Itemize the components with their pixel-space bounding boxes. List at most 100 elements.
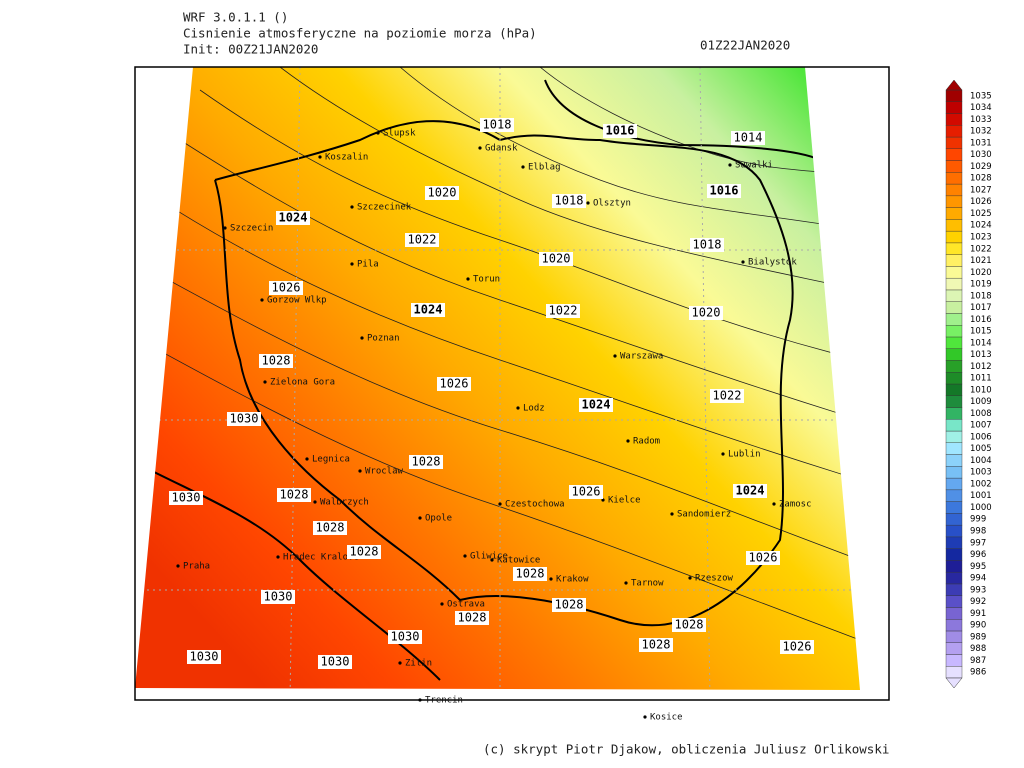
isobar-label-box: [746, 551, 780, 565]
city-label: Radom: [633, 437, 660, 447]
colorbar-label: 989: [970, 632, 986, 642]
colorbar-swatch: [945, 230, 963, 244]
colorbar-swatch: [945, 442, 963, 455]
colorbar-label: 1033: [970, 115, 992, 125]
isobar-label: 1026: [783, 640, 812, 654]
isobar-label: 1028: [675, 618, 704, 632]
city-marker: [624, 581, 628, 585]
colorbar-swatch: [945, 183, 963, 197]
isobar-label: 1030: [391, 630, 420, 644]
city-marker: [490, 558, 494, 562]
isobar-label-box: [539, 252, 573, 266]
city-label: Gliwice: [470, 552, 508, 562]
colorbar-swatch: [945, 630, 963, 643]
city-marker: [440, 602, 444, 606]
isobar-label-box: [425, 186, 459, 200]
city-label: Gdansk: [485, 144, 518, 154]
isobar-label-box: [480, 118, 514, 132]
colorbar-swatch: [945, 407, 963, 420]
colorbar-swatch: [945, 101, 963, 114]
colorbar-swatch: [945, 219, 963, 232]
colorbar-label: 999: [970, 515, 986, 525]
isobar-label-box: [276, 211, 310, 225]
colorbar-label: 1006: [970, 432, 992, 442]
isobar-label-box: [277, 488, 311, 502]
city-marker: [418, 698, 422, 702]
isobar-label: 1030: [190, 650, 219, 664]
colorbar-swatch: [945, 242, 963, 255]
colorbar-label: 1025: [970, 209, 992, 219]
isobar-label: 1014: [734, 131, 763, 145]
colorbar-swatch: [945, 560, 963, 573]
colorbar-label: 995: [970, 562, 986, 572]
city-marker: [728, 163, 732, 167]
city-label: Walbrzych: [320, 498, 369, 508]
isobar-label-box: [639, 638, 673, 652]
colorbar-label: 1034: [970, 103, 992, 113]
colorbar-label: 1005: [970, 444, 992, 454]
isobar-label-box: [546, 304, 580, 318]
colorbar-swatch: [945, 501, 963, 514]
city-marker: [521, 165, 525, 169]
isobar-label-box: [169, 491, 203, 505]
city-marker: [260, 298, 264, 302]
colorbar-swatch: [945, 277, 963, 291]
city-label: Suwalki: [735, 161, 773, 171]
isobar-label: 1020: [542, 252, 571, 266]
colorbar-label: 990: [970, 621, 986, 631]
colorbar-label: 993: [970, 585, 986, 595]
city-label: Krakow: [556, 575, 589, 585]
colorbar-label: 988: [970, 644, 986, 654]
isobar-label-box: [437, 377, 471, 391]
city-marker: [350, 262, 354, 266]
isobar-label: 1028: [516, 567, 545, 581]
isobar-label-box: [313, 521, 347, 535]
map-frame: [134, 66, 890, 701]
city-marker: [318, 155, 322, 159]
isobar-label-box: [409, 455, 443, 469]
map-title: Cisnienie atmosferyczne na poziomie morz…: [183, 26, 537, 41]
colorbar-label: 997: [970, 538, 986, 548]
colorbar-label: 987: [970, 656, 986, 666]
colorbar-swatch: [945, 301, 963, 314]
colorbar-label: 1015: [970, 327, 992, 337]
isobar-label: 1028: [412, 455, 441, 469]
colorbar-swatch: [945, 254, 963, 267]
colorbar-label: 1009: [970, 397, 992, 407]
colorbar-label: 1001: [970, 491, 992, 501]
isobar-label: 1026: [749, 551, 778, 565]
isobar-label: 1018: [483, 118, 512, 132]
colorbar-label: 1031: [970, 138, 992, 148]
city-label: Legnica: [312, 455, 350, 465]
isobar-label: 1026: [272, 281, 301, 295]
colorbar-label: 1013: [970, 350, 992, 360]
city-marker: [376, 131, 380, 135]
city-marker: [601, 498, 605, 502]
city-label: Opole: [425, 514, 452, 524]
isobar-label: 1016: [606, 124, 635, 138]
isobar-label-box: [388, 630, 422, 644]
city-label: Koszalin: [325, 153, 368, 163]
city-marker: [586, 201, 590, 205]
colorbar-swatch: [945, 266, 963, 279]
city-label: Warszawa: [620, 352, 663, 362]
isobar-label: 1020: [428, 186, 457, 200]
colorbar-swatch: [945, 513, 963, 526]
colorbar-label: 1021: [970, 256, 992, 266]
city-label: Sandomierz: [677, 510, 731, 520]
isobar-label-box: [347, 545, 381, 559]
colorbar-swatch: [945, 477, 963, 491]
isobar-label: 1028: [642, 638, 671, 652]
city-label: Praha: [183, 562, 210, 572]
colorbar-swatch: [945, 89, 963, 102]
colorbar-swatch: [945, 336, 963, 349]
city-marker: [418, 516, 422, 520]
city-label: Trencin: [425, 696, 463, 706]
colorbar-swatch: [945, 666, 963, 679]
city-marker: [276, 555, 280, 559]
colorbar-label: 991: [970, 609, 986, 619]
isobar-label: 1028: [280, 488, 309, 502]
colorbar-swatch: [945, 583, 963, 596]
city-marker: [498, 502, 502, 506]
